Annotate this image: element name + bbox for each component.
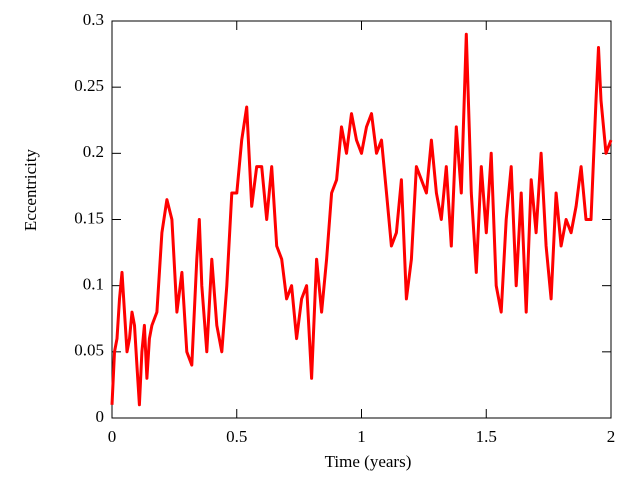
x-tick-label: 2	[607, 427, 616, 446]
y-tick-label: 0.25	[74, 76, 104, 95]
y-tick-label: 0.2	[83, 142, 104, 161]
data-line	[110, 32, 613, 407]
x-tick-label: 1	[357, 427, 366, 446]
y-tick-label: 0.3	[83, 10, 104, 29]
y-tick-label: 0.05	[74, 341, 104, 360]
y-axis-label: Eccentricity	[21, 148, 40, 231]
x-tick-label: 0.5	[226, 427, 247, 446]
x-tick-label: 0	[108, 427, 117, 446]
y-tick-label: 0.15	[74, 208, 104, 227]
x-axis-label: Time (years)	[325, 452, 412, 471]
y-tick-label: 0.1	[83, 275, 104, 294]
x-tick-label: 1.5	[476, 427, 497, 446]
y-tick-label: 0	[96, 407, 105, 426]
